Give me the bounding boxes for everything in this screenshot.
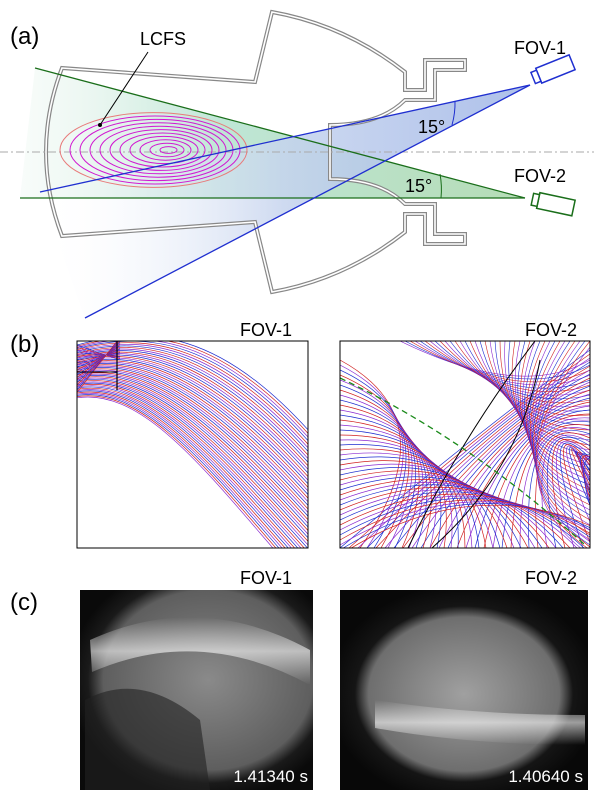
fov-label: FOV-1 <box>514 38 566 58</box>
page: (a) 15° 15° LCFS FOV-1 FOV-2 (b) FOV-1 F… <box>0 0 594 794</box>
panel-title: FOV-2 <box>525 568 577 588</box>
camera-image <box>340 590 588 790</box>
fov-label: FOV-2 <box>514 166 566 186</box>
sight-line <box>77 367 310 507</box>
panel-label: (c) <box>10 589 38 616</box>
panel-a: (a) 15° 15° LCFS FOV-1 FOV-2 <box>0 12 594 318</box>
panel-b: (b) FOV-1 FOV-2 <box>10 320 594 590</box>
timestamp: 1.41340 s <box>233 767 308 786</box>
sight-line <box>340 461 507 548</box>
sight-line <box>77 397 310 590</box>
sight-line <box>340 385 416 548</box>
camera-1 <box>530 55 575 86</box>
figure: (a) 15° 15° LCFS FOV-1 FOV-2 (b) FOV-1 F… <box>0 0 594 794</box>
line-family <box>77 336 310 590</box>
sight-line <box>340 395 423 548</box>
lcfs-label: LCFS <box>140 29 186 49</box>
sight-line <box>77 369 310 511</box>
angle-label: 15° <box>418 117 445 137</box>
panel-title: FOV-1 <box>240 320 292 340</box>
sight-line <box>340 425 452 548</box>
camera-2 <box>531 191 575 215</box>
sight-line <box>77 386 310 558</box>
sight-line <box>493 418 590 548</box>
panel-title: FOV-2 <box>525 320 577 340</box>
panel-label: (a) <box>10 23 39 50</box>
sight-line <box>77 389 310 568</box>
panel-c: (c) FOV-1 FOV-2 1.41340 s 1.40640 s <box>10 568 588 790</box>
panel-title: FOV-1 <box>240 568 292 588</box>
angle-label: 15° <box>405 176 432 196</box>
panel-label: (b) <box>10 331 39 358</box>
leader-dot <box>98 123 102 127</box>
line-family <box>340 341 594 555</box>
timestamp: 1.40640 s <box>508 767 583 786</box>
